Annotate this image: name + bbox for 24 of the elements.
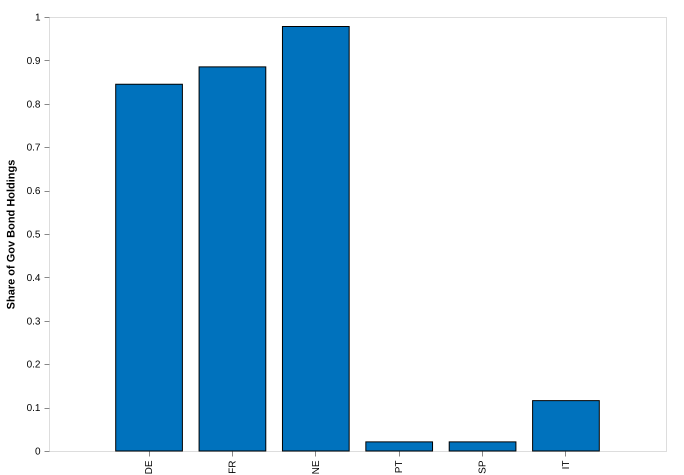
bar <box>448 441 516 452</box>
y-tick-label: 0.9 <box>26 56 41 67</box>
x-tick-label: IT <box>560 460 572 470</box>
y-tick-label: 0.6 <box>26 186 41 198</box>
bar <box>282 26 350 452</box>
bar <box>365 441 434 452</box>
y-tick-label: 0.7 <box>26 142 41 154</box>
bar <box>532 400 600 452</box>
y-tick-label: 0.1 <box>26 403 41 414</box>
y-tick-label: 0.5 <box>26 230 41 240</box>
y-tick-label: 0 <box>34 446 41 458</box>
y-axis-title: Share of Gov Bond Holdings <box>6 160 18 310</box>
y-tick-label: 0.4 <box>26 272 41 284</box>
x-tick-label: DE <box>144 460 156 474</box>
x-tick-label: PT <box>394 460 406 474</box>
x-tick-label: SP <box>478 460 489 474</box>
y-tick-label: 0.3 <box>26 316 41 328</box>
x-tick-label: NE <box>310 460 322 474</box>
y-tick-label: 1 <box>34 12 41 24</box>
y-tick-label: 0.8 <box>26 99 41 110</box>
bar <box>198 66 266 452</box>
y-tick-label: 0.2 <box>26 360 41 371</box>
x-tick-label: FR <box>227 460 238 474</box>
bar <box>115 84 183 452</box>
